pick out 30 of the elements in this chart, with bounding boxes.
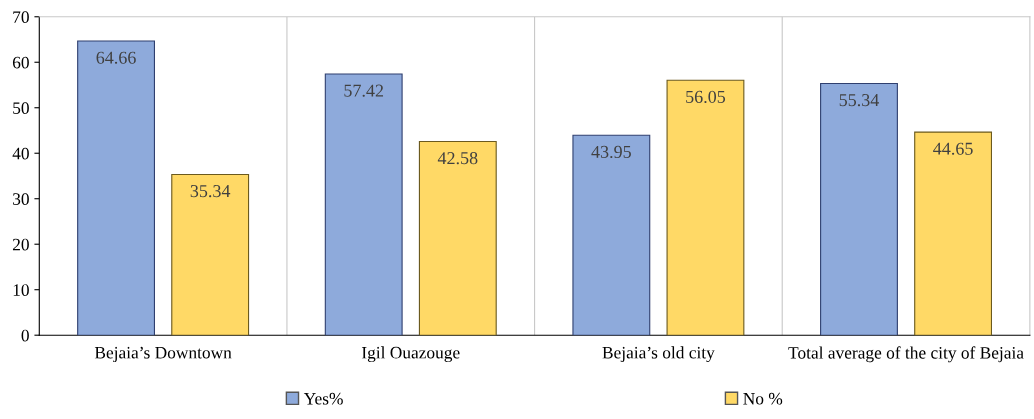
bar: [418, 140, 497, 336]
bar: [572, 134, 651, 336]
data-label: 42.58: [437, 152, 478, 165]
y-tick-label: 30: [13, 193, 29, 205]
y-tick-label: 40: [12, 147, 29, 160]
legend-label: Yes%: [303, 392, 343, 405]
y-tick-label: 50: [13, 102, 29, 114]
y-tick-label: 60: [12, 56, 29, 69]
x-tick-label: Bejaia’s Downtown: [94, 346, 232, 363]
x-tick-label: Total average of the city of Bejaia: [788, 346, 1024, 363]
bar: [820, 82, 898, 336]
legend-label: No %: [743, 392, 783, 405]
data-label: 35.34: [190, 185, 231, 198]
bar: [324, 73, 403, 336]
bar: [666, 79, 745, 336]
data-label: 64.66: [96, 51, 136, 64]
y-tick-label: 10: [13, 284, 29, 296]
data-label: 57.42: [344, 84, 384, 97]
y-tick-label: 0: [21, 329, 29, 342]
y-tick-label: 70: [13, 11, 29, 23]
data-label: 56.05: [686, 90, 726, 104]
bar: [77, 40, 156, 336]
data-label: 55.34: [839, 94, 880, 107]
x-tick-label: Bejaia’s old city: [602, 346, 715, 363]
bar: [914, 131, 993, 336]
data-label: 44.65: [933, 142, 973, 155]
x-tick-label: Igil Ouazouge: [361, 346, 460, 363]
data-label: 43.95: [591, 145, 631, 159]
bar: [171, 173, 250, 336]
y-tick-label: 20: [12, 238, 29, 251]
